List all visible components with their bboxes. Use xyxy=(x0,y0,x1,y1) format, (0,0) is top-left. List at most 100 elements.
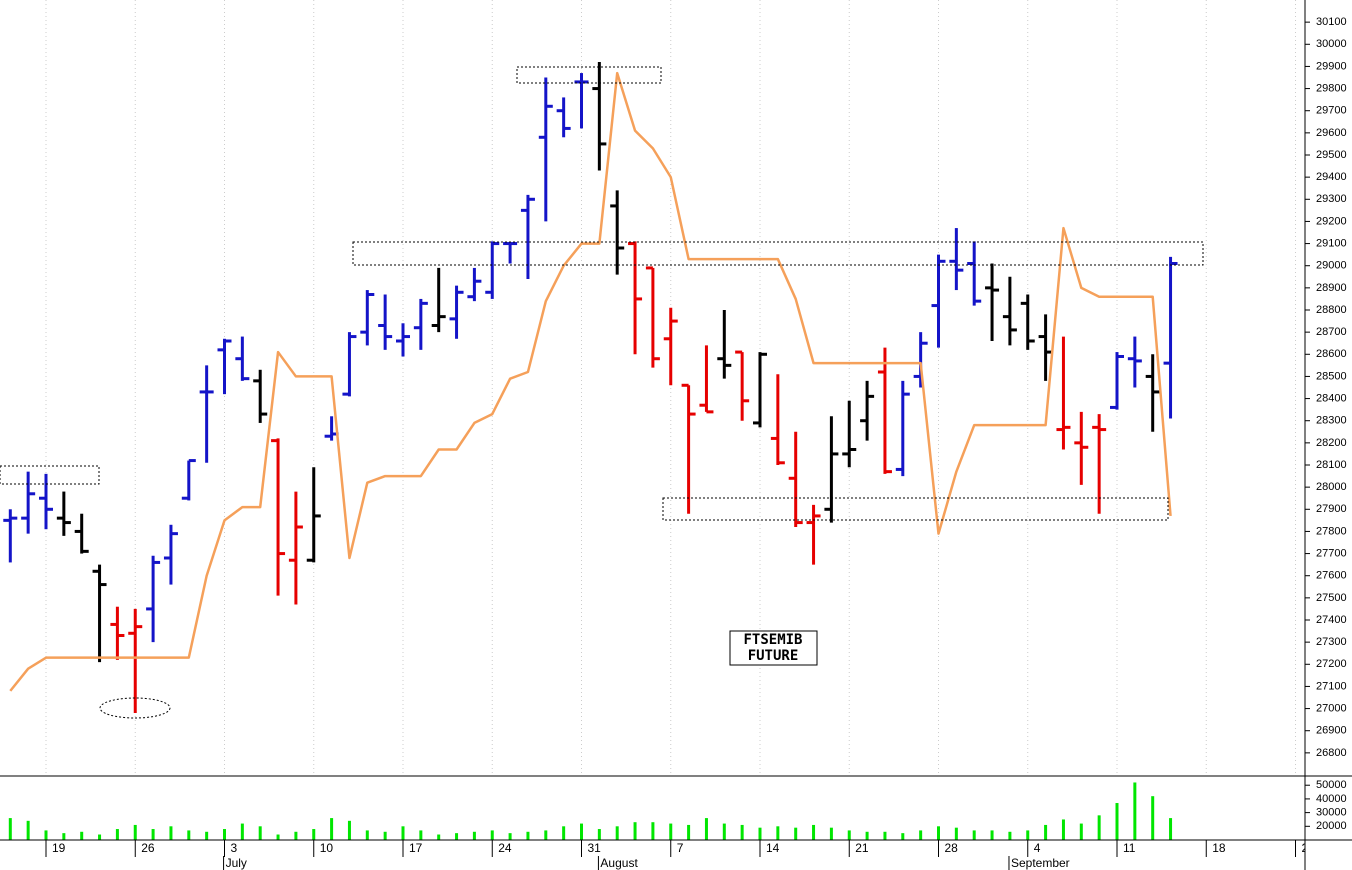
y-tick-label: 29600 xyxy=(1316,127,1347,139)
volume-bar xyxy=(419,830,423,840)
y-tick-label: 50000 xyxy=(1316,779,1347,791)
volume-bar xyxy=(812,824,816,840)
volume-bar xyxy=(472,831,476,840)
y-tick-label: 27000 xyxy=(1316,702,1347,714)
y-tick-label: 20000 xyxy=(1316,820,1347,832)
y-tick-label: 28800 xyxy=(1316,304,1347,316)
volume-bar xyxy=(455,833,459,840)
y-tick-label: 27500 xyxy=(1316,592,1347,604)
x-tick-label: 25 xyxy=(1302,841,1316,855)
volume-bar xyxy=(44,830,48,840)
y-tick-label: 27100 xyxy=(1316,680,1347,692)
range-box xyxy=(516,66,662,84)
volume-bar xyxy=(437,834,441,840)
volume-bar xyxy=(794,827,798,840)
y-tick-label: 29200 xyxy=(1316,215,1347,227)
volume-bar xyxy=(847,830,851,840)
x-tick-label: 4 xyxy=(1034,841,1041,855)
x-tick-label: 10 xyxy=(320,841,334,855)
volume-bar xyxy=(1169,818,1173,840)
y-tick-label: 27400 xyxy=(1316,614,1347,626)
volume-bar xyxy=(1097,815,1101,840)
x-tick-label: 21 xyxy=(855,841,869,855)
y-tick-label: 28000 xyxy=(1316,481,1347,493)
y-tick-label: 30000 xyxy=(1316,807,1347,819)
y-tick-label: 29900 xyxy=(1316,60,1347,72)
x-tick-label: 17 xyxy=(409,841,423,855)
volume-bar xyxy=(205,831,209,840)
volume-bar xyxy=(1061,819,1065,840)
volume-bar xyxy=(829,827,833,840)
volume-bar xyxy=(62,833,66,840)
volume-bar xyxy=(901,833,905,840)
range-box xyxy=(662,497,1169,521)
y-tick-label: 28600 xyxy=(1316,348,1347,360)
y-tick-label: 27900 xyxy=(1316,503,1347,515)
plot xyxy=(3,62,1178,840)
y-tick-label: 29000 xyxy=(1316,260,1347,272)
volume-bar xyxy=(1115,803,1119,840)
label-line: FTSEMIB xyxy=(743,632,802,648)
volume-bar xyxy=(1026,830,1030,840)
volume-bar xyxy=(544,830,548,840)
volume-bar xyxy=(651,822,655,840)
y-tick-label: 26900 xyxy=(1316,725,1347,737)
volume-bar xyxy=(401,826,405,840)
month-label: August xyxy=(600,856,638,870)
x-tick-label: 18 xyxy=(1212,841,1226,855)
volume-bar xyxy=(258,826,262,840)
volume-bar xyxy=(383,831,387,840)
volume-bar xyxy=(223,829,226,840)
volume-bar xyxy=(722,823,726,840)
x-tick-label: 26 xyxy=(141,841,155,855)
x-tick-label: 7 xyxy=(677,841,684,855)
volume-bar xyxy=(98,834,102,840)
y-tick-label: 29100 xyxy=(1316,237,1347,249)
volume-bar xyxy=(865,831,869,840)
volume-bar xyxy=(580,823,583,840)
volume-bar xyxy=(1133,782,1137,840)
y-tick-label: 27600 xyxy=(1316,570,1347,582)
y-tick-label: 29300 xyxy=(1316,193,1347,205)
y-tick-label: 29800 xyxy=(1316,82,1347,94)
volume-bar xyxy=(80,831,84,840)
y-tick-label: 27700 xyxy=(1316,547,1347,559)
volume-bar xyxy=(133,824,137,840)
y-tick-label: 28700 xyxy=(1316,326,1347,338)
y-tick-label: 28500 xyxy=(1316,370,1347,382)
x-tick-label: 28 xyxy=(945,841,959,855)
volume-bar xyxy=(776,826,780,840)
volume-bar xyxy=(169,826,173,840)
volume-bar xyxy=(8,818,12,840)
label-line: FUTURE xyxy=(748,648,799,664)
volume-bar xyxy=(347,820,351,840)
volume-bar xyxy=(508,833,512,840)
y-tick-label: 28400 xyxy=(1316,392,1347,404)
y-tick-label: 30000 xyxy=(1316,38,1347,50)
volume-bar xyxy=(26,820,30,840)
month-label: September xyxy=(1011,856,1070,870)
volume-bar xyxy=(990,830,994,840)
volume-bar xyxy=(633,822,637,840)
volume-bar xyxy=(115,829,119,840)
x-tick-label: 3 xyxy=(231,841,238,855)
volume-bar xyxy=(330,818,334,840)
x-tick-label: 31 xyxy=(588,841,602,855)
month-label: July xyxy=(226,856,247,870)
y-tick-label: 27200 xyxy=(1316,658,1347,670)
volume-bar xyxy=(954,827,958,840)
x-tick-label: 24 xyxy=(498,841,512,855)
volume-bar xyxy=(151,829,155,840)
volume-bar xyxy=(312,829,316,840)
y-tick-label: 28100 xyxy=(1316,459,1347,471)
volume-bar xyxy=(669,823,673,840)
volume-bar xyxy=(740,824,744,840)
volume-bar xyxy=(187,830,191,840)
volume-bar xyxy=(1079,823,1083,840)
volume-bar xyxy=(1008,831,1012,840)
volume-bar xyxy=(1151,796,1155,840)
volume-bar xyxy=(972,830,976,840)
